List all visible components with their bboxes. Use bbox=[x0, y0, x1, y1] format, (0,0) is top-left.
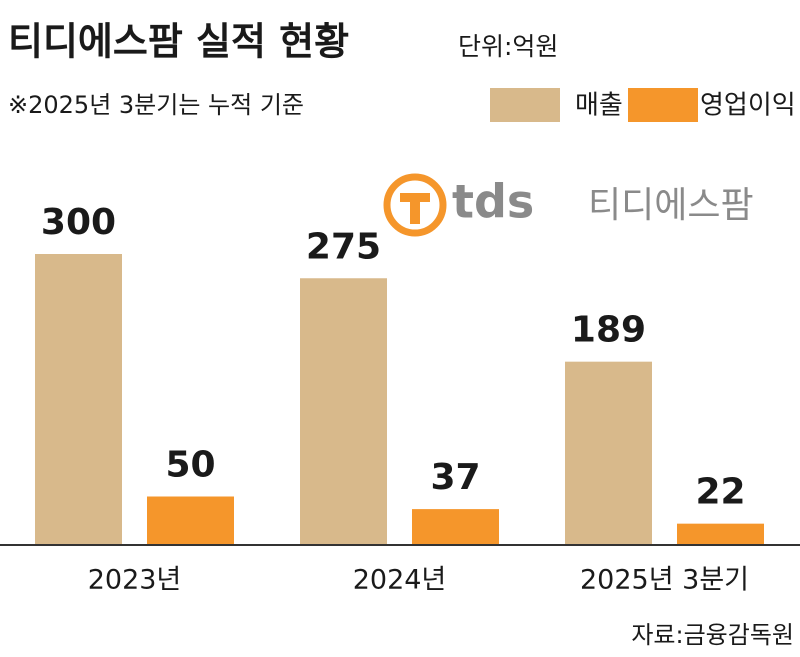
bar bbox=[147, 496, 234, 545]
logo: tds 티디에스팜 bbox=[383, 173, 754, 237]
data-label: 50 bbox=[165, 445, 215, 486]
legend-swatch bbox=[490, 88, 560, 122]
data-label: 300 bbox=[41, 202, 116, 243]
logo-name: 티디에스팜 bbox=[588, 185, 754, 226]
x-tick-label: 2023년 bbox=[88, 565, 182, 596]
bar bbox=[300, 278, 387, 545]
source: 자료:금융감독원 bbox=[631, 621, 794, 649]
bar bbox=[35, 254, 122, 545]
logo-mark: tds bbox=[452, 175, 534, 229]
logo-icon bbox=[400, 193, 430, 224]
logo-ring bbox=[383, 173, 447, 237]
note: ※2025년 3분기는 누적 기준 bbox=[8, 91, 304, 119]
x-tick-label: 2024년 bbox=[353, 565, 447, 596]
chart-title: 티디에스팜 실적 현황 bbox=[8, 20, 349, 64]
bar bbox=[412, 509, 499, 545]
data-label: 189 bbox=[571, 310, 646, 351]
legend-swatch bbox=[628, 88, 698, 122]
bar bbox=[677, 523, 764, 545]
bar bbox=[565, 361, 652, 545]
legend-label: 영업이익 bbox=[700, 91, 796, 121]
x-tick-label: 2025년 3분기 bbox=[580, 565, 749, 596]
legend-label: 매출 bbox=[575, 91, 623, 121]
data-label: 37 bbox=[430, 457, 480, 498]
data-label: 275 bbox=[306, 226, 381, 267]
data-label: 22 bbox=[695, 472, 745, 513]
unit-label: 단위:억원 bbox=[458, 32, 558, 61]
